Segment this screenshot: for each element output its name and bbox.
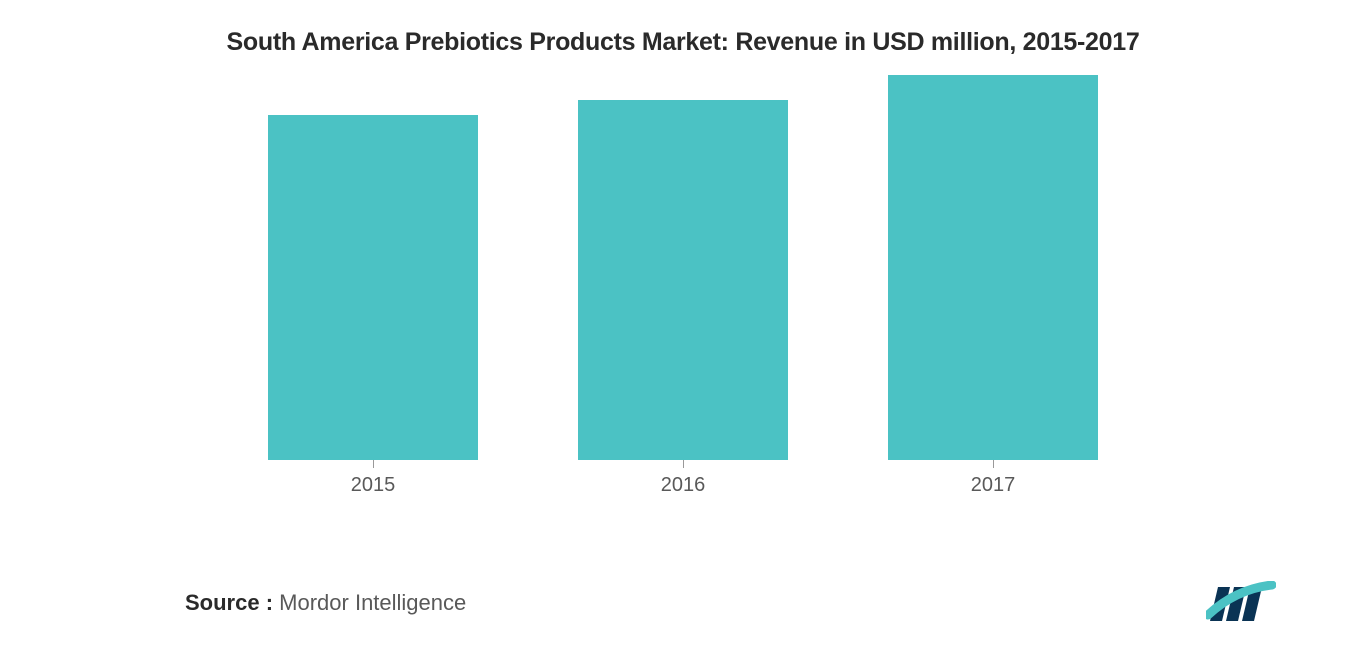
bar-2015 — [268, 115, 478, 460]
tick-mark — [683, 460, 684, 468]
source-value: Mordor Intelligence — [279, 590, 466, 615]
mordor-logo-icon — [1206, 581, 1276, 625]
chart-container: South America Prebiotics Products Market… — [0, 0, 1366, 655]
bar-2016 — [578, 100, 788, 460]
source-label: Source : — [185, 590, 273, 615]
tick-mark — [993, 460, 994, 468]
tick-mark — [373, 460, 374, 468]
x-axis-label: 2017 — [971, 474, 1016, 497]
bar-group-2017: 2017 — [888, 75, 1098, 497]
bar-2017 — [888, 75, 1098, 460]
plot-area: 2015 2016 2017 — [80, 107, 1286, 497]
bar-group-2015: 2015 — [268, 115, 478, 497]
x-axis-label: 2016 — [661, 474, 706, 497]
source-attribution: Source : Mordor Intelligence — [185, 590, 466, 616]
chart-footer: Source : Mordor Intelligence — [185, 581, 1276, 625]
x-axis-label: 2015 — [351, 474, 396, 497]
bar-group-2016: 2016 — [578, 100, 788, 497]
chart-title: South America Prebiotics Products Market… — [80, 28, 1286, 57]
